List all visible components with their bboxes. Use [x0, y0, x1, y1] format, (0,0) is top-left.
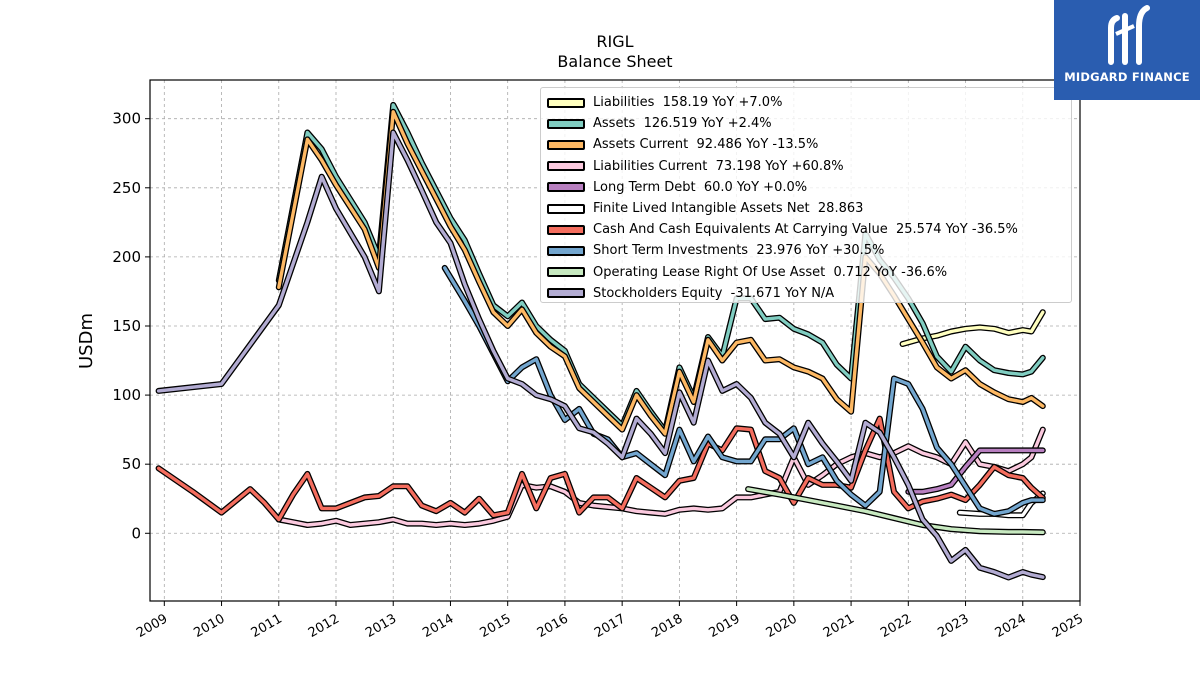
legend-item: Assets Current 92.486 YoY -13.5%	[541, 134, 1071, 155]
x-tick-label: 2025	[1050, 611, 1086, 641]
legend-item: Operating Lease Right Of Use Asset 0.712…	[541, 262, 1071, 283]
x-tick-label: 2022	[878, 611, 914, 641]
legend-label: Short Term Investments 23.976 YoY +30.5%	[593, 243, 885, 259]
legend-swatch	[547, 161, 585, 172]
y-axis-ticks: 0 50 100 150 200 250 300	[112, 110, 150, 542]
legend: Liabilities 158.19 YoY +7.0% Assets 126.5…	[540, 87, 1072, 303]
series-line-operating-lease-right-of-use-asset	[746, 487, 1045, 534]
brand-name: MIDGARD FINANCE	[1064, 70, 1190, 84]
legend-label: Cash And Cash Equivalents At Carrying Va…	[593, 222, 1018, 238]
legend-swatch	[547, 288, 585, 299]
x-tick-label: 2015	[478, 611, 514, 641]
series-line-short-term-investments	[443, 266, 1045, 516]
legend-item: Short Term Investments 23.976 YoY +30.5%	[541, 240, 1071, 261]
x-tick-label: 2010	[191, 611, 227, 641]
series-line-assets	[277, 103, 1045, 433]
midgard-logo-icon	[1108, 5, 1150, 65]
chart-title: RIGL	[596, 32, 634, 51]
legend-swatch	[547, 224, 585, 235]
series-line-assets-current	[277, 110, 1045, 436]
x-tick-label: 2013	[363, 611, 399, 641]
legend-label: Stockholders Equity -31.671 YoY N/A	[593, 285, 835, 301]
x-tick-label: 2018	[649, 611, 685, 641]
x-tick-label: 2021	[821, 611, 857, 641]
legend-swatch	[547, 97, 585, 108]
chart-subtitle: Balance Sheet	[557, 52, 673, 71]
legend-label: Liabilities Current 73.198 YoY +60.8%	[593, 158, 844, 174]
legend-swatch	[547, 245, 585, 256]
series-line-stockholders-equity	[156, 130, 1045, 580]
legend-label: Long Term Debt 60.0 YoY +0.0%	[593, 179, 808, 195]
legend-swatch	[547, 267, 585, 278]
y-tick-label: 300	[112, 110, 141, 128]
y-tick-label: 150	[112, 317, 141, 335]
x-tick-label: 2017	[592, 611, 628, 641]
y-axis-label: USDm	[76, 313, 97, 369]
brand-logo: MIDGARD FINANCE	[1054, 0, 1200, 100]
legend-swatch	[547, 203, 585, 214]
legend-item: Liabilities 158.19 YoY +7.0%	[541, 92, 1071, 113]
series-line-long-term-debt	[906, 448, 1045, 494]
legend-label: Finite Lived Intangible Assets Net 28.86…	[593, 201, 864, 217]
legend-swatch	[547, 139, 585, 150]
series-line-cash-and-cash-equivalents-at-carrying-value	[156, 416, 1045, 522]
series-line-liabilities	[900, 310, 1045, 346]
series-line-liabilities-current	[277, 427, 1045, 527]
legend-item: Stockholders Equity -31.671 YoY N/A	[541, 283, 1071, 304]
legend-label: Assets 126.519 YoY +2.4%	[593, 116, 772, 132]
chart-title-block: RIGL Balance Sheet	[415, 32, 815, 72]
x-tick-label: 2023	[935, 611, 971, 641]
x-tick-label: 2011	[249, 611, 285, 641]
plot-frame	[149, 79, 1081, 602]
legend-label: Operating Lease Right Of Use Asset 0.712…	[593, 264, 948, 280]
series-layer	[155, 101, 1046, 581]
x-tick-label: 2024	[993, 611, 1029, 641]
y-tick-label: 200	[112, 248, 141, 266]
x-tick-label: 2012	[306, 611, 342, 641]
legend-item: Assets 126.519 YoY +2.4%	[541, 113, 1071, 134]
legend-item: Finite Lived Intangible Assets Net 28.86…	[541, 198, 1071, 219]
x-tick-label: 2016	[535, 611, 571, 641]
y-tick-label: 50	[122, 455, 141, 473]
legend-item: Long Term Debt 60.0 YoY +0.0%	[541, 177, 1071, 198]
x-tick-label: 2019	[706, 611, 742, 641]
legend-swatch	[547, 182, 585, 193]
y-tick-label: 0	[131, 524, 141, 542]
legend-label: Liabilities 158.19 YoY +7.0%	[593, 95, 783, 111]
y-tick-label: 100	[112, 386, 141, 404]
x-tick-label: 2009	[134, 611, 170, 641]
legend-item: Liabilities Current 73.198 YoY +60.8%	[541, 156, 1071, 177]
legend-swatch	[547, 118, 585, 129]
legend-item: Cash And Cash Equivalents At Carrying Va…	[541, 219, 1071, 240]
legend-label: Assets Current 92.486 YoY -13.5%	[593, 137, 819, 153]
x-axis-ticks: 2009 2010 2011 2012 2013 2014 2015 2016 2017 2018…	[134, 601, 1086, 641]
x-tick-label: 2014	[420, 611, 456, 641]
x-tick-label: 2020	[764, 611, 800, 641]
y-tick-label: 250	[112, 179, 141, 197]
